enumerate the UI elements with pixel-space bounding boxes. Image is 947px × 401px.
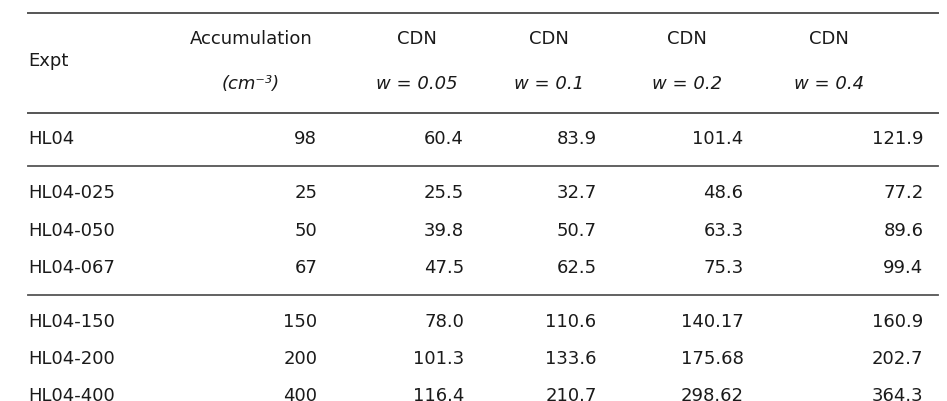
Text: HL04: HL04 (28, 130, 75, 148)
Text: 60.4: 60.4 (424, 130, 464, 148)
Text: 101.3: 101.3 (413, 350, 464, 368)
Text: HL04-200: HL04-200 (28, 350, 116, 368)
Text: HL04-050: HL04-050 (28, 222, 116, 239)
Text: 39.8: 39.8 (424, 222, 464, 239)
Text: 25: 25 (295, 184, 317, 203)
Text: 50.7: 50.7 (557, 222, 597, 239)
Text: 140.17: 140.17 (681, 313, 743, 331)
Text: 116.4: 116.4 (413, 387, 464, 401)
Text: HL04-400: HL04-400 (28, 387, 116, 401)
Text: 160.9: 160.9 (872, 313, 923, 331)
Text: 67: 67 (295, 259, 317, 277)
Text: 47.5: 47.5 (423, 259, 464, 277)
Text: HL04-067: HL04-067 (28, 259, 116, 277)
Text: 62.5: 62.5 (557, 259, 597, 277)
Text: 210.7: 210.7 (545, 387, 597, 401)
Text: 63.3: 63.3 (704, 222, 743, 239)
Text: 50: 50 (295, 222, 317, 239)
Text: w = 0.05: w = 0.05 (376, 75, 457, 93)
Text: 400: 400 (283, 387, 317, 401)
Text: CDN: CDN (529, 30, 569, 48)
Text: 32.7: 32.7 (556, 184, 597, 203)
Text: 89.6: 89.6 (884, 222, 923, 239)
Text: 200: 200 (283, 350, 317, 368)
Text: HL04-150: HL04-150 (28, 313, 116, 331)
Text: 77.2: 77.2 (883, 184, 923, 203)
Text: Expt: Expt (28, 53, 69, 70)
Text: 48.6: 48.6 (704, 184, 743, 203)
Text: (cm⁻³): (cm⁻³) (222, 75, 280, 93)
Text: 101.4: 101.4 (692, 130, 743, 148)
Text: 150: 150 (283, 313, 317, 331)
Text: 298.62: 298.62 (680, 387, 743, 401)
Text: w = 0.4: w = 0.4 (794, 75, 864, 93)
Text: 78.0: 78.0 (424, 313, 464, 331)
Text: Accumulation: Accumulation (189, 30, 313, 48)
Text: CDN: CDN (667, 30, 706, 48)
Text: 25.5: 25.5 (423, 184, 464, 203)
Text: 75.3: 75.3 (703, 259, 743, 277)
Text: 175.68: 175.68 (681, 350, 743, 368)
Text: CDN: CDN (397, 30, 437, 48)
Text: 110.6: 110.6 (545, 313, 597, 331)
Text: 121.9: 121.9 (872, 130, 923, 148)
Text: 98: 98 (295, 130, 317, 148)
Text: 364.3: 364.3 (871, 387, 923, 401)
Text: 133.6: 133.6 (545, 350, 597, 368)
Text: w = 0.2: w = 0.2 (652, 75, 722, 93)
Text: 83.9: 83.9 (557, 130, 597, 148)
Text: 202.7: 202.7 (872, 350, 923, 368)
Text: w = 0.1: w = 0.1 (514, 75, 584, 93)
Text: 99.4: 99.4 (883, 259, 923, 277)
Text: HL04-025: HL04-025 (28, 184, 116, 203)
Text: CDN: CDN (809, 30, 849, 48)
